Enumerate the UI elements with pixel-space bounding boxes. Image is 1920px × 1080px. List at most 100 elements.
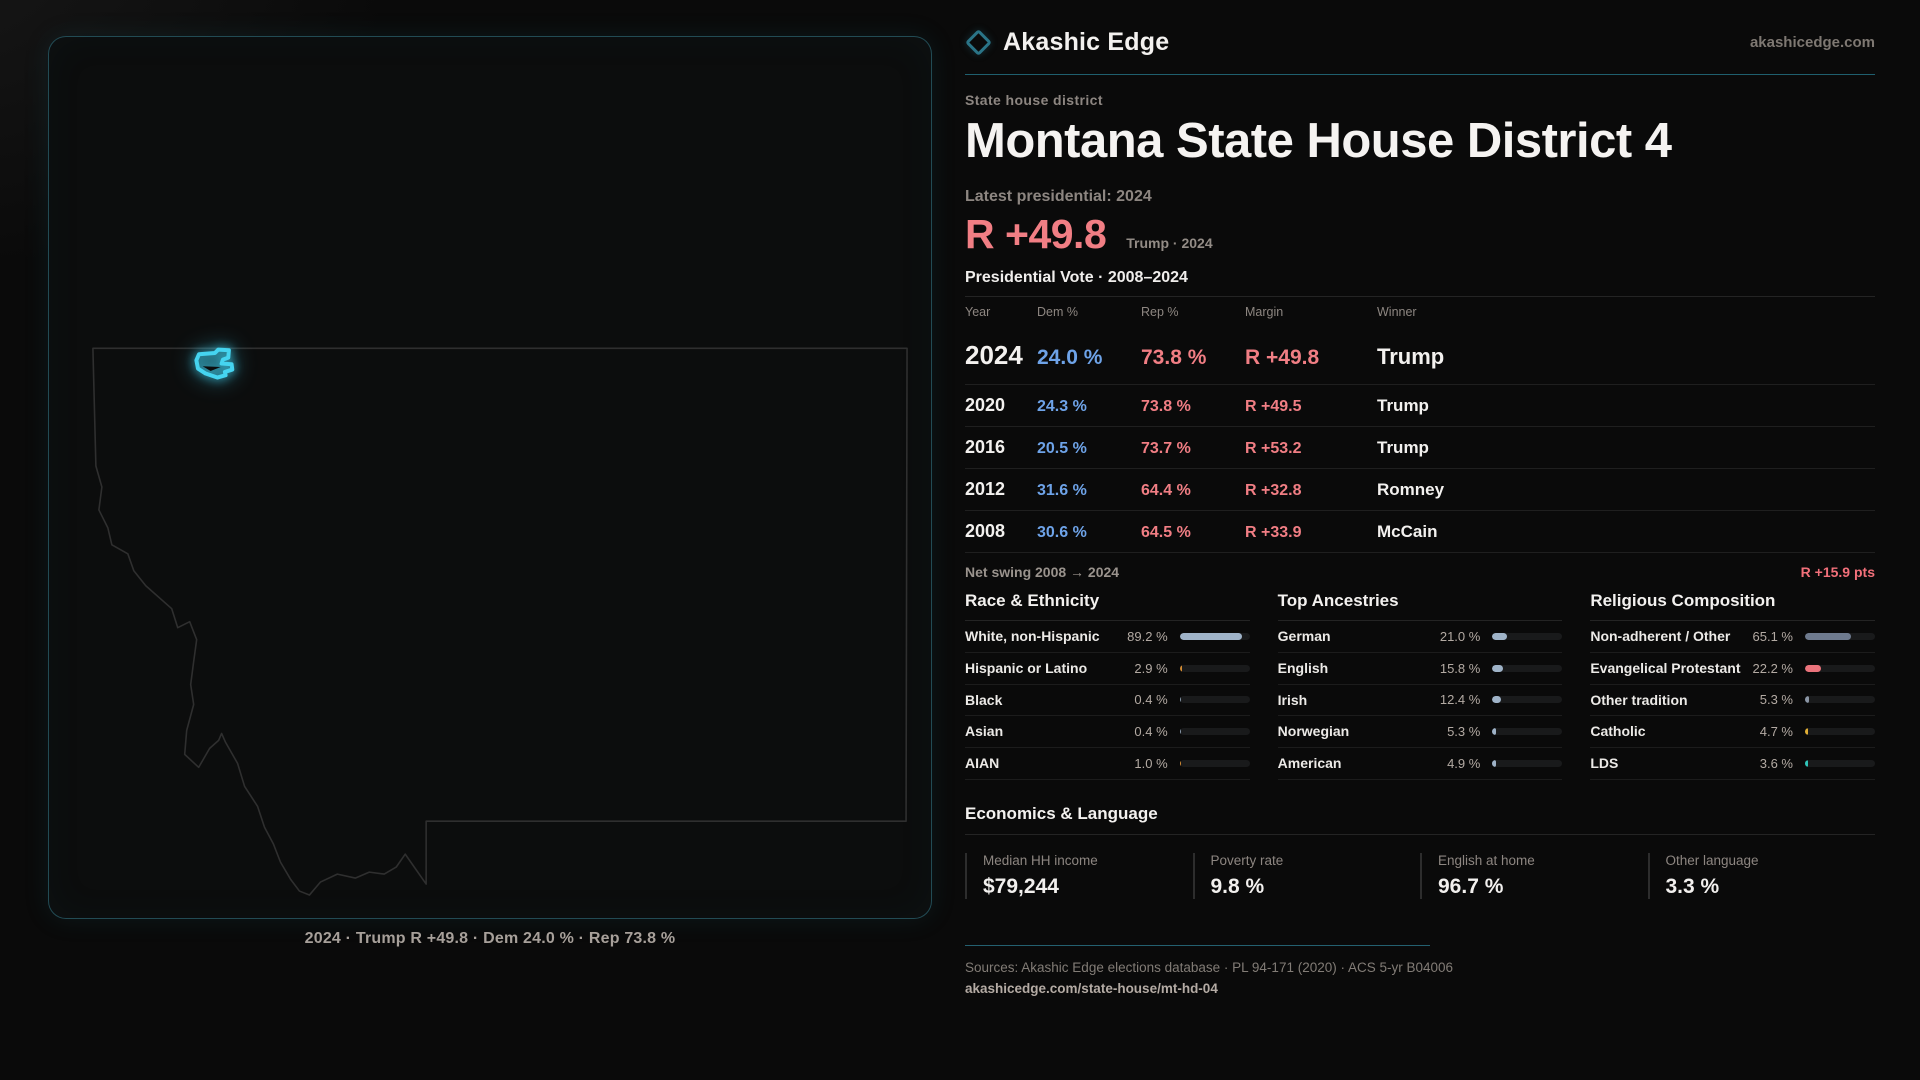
demo-value: 3.6 %	[1759, 756, 1793, 772]
demo-value: 0.4 %	[1134, 692, 1168, 708]
demo-label: American	[1277, 755, 1342, 772]
stat-value: 3.3 %	[1665, 874, 1720, 898]
bar-track	[1804, 632, 1875, 640]
bar-track	[1179, 728, 1250, 736]
stat-card: English at home 96.7 %	[1420, 852, 1648, 899]
cell-margin: R +53.2	[1245, 440, 1302, 457]
cell-rep: 73.8 %	[1141, 346, 1207, 369]
cell-winner: McCain	[1377, 522, 1438, 541]
bar-fill	[1804, 760, 1808, 768]
table-row-2008: 2008 30.6 % 64.5 % R +33.9 McCain	[965, 511, 1875, 553]
bar-fill	[1804, 696, 1809, 704]
section-title: Religious Composition	[1590, 591, 1875, 621]
bar-fill	[1804, 632, 1851, 640]
brand-domain-link[interactable]: akashicedge.com	[1749, 34, 1875, 51]
demo-label: English	[1277, 659, 1329, 676]
bar-fill	[1492, 760, 1496, 768]
bar-track	[1492, 696, 1563, 704]
cell-rep: 73.7 %	[1141, 440, 1191, 457]
bar-track	[1492, 728, 1563, 736]
bar-track	[1492, 664, 1563, 672]
district-highlight-shape	[194, 347, 235, 380]
demo-row: Evangelical Protestant 22.2 %	[1590, 653, 1875, 685]
demo-row: Irish 12.4 %	[1277, 685, 1563, 717]
sources-text: Sources: Akashic Edge elections database…	[965, 959, 1454, 975]
bar-track	[1179, 632, 1250, 640]
footer-divider	[965, 944, 1430, 946]
demo-label: Hispanic or Latino	[965, 659, 1088, 676]
kicker: State house district	[965, 92, 1103, 108]
bar-track	[1179, 760, 1250, 768]
latest-presidential-label: Latest presidential: 2024	[965, 188, 1152, 205]
cell-winner: Trump	[1377, 344, 1445, 369]
cell-winner: Romney	[1377, 480, 1445, 499]
cell-winner: Trump	[1377, 438, 1429, 457]
bar-fill	[1804, 664, 1821, 672]
latest-margin-detail: Trump · 2024	[1126, 235, 1213, 251]
cell-dem: 24.0 %	[1037, 346, 1103, 369]
demo-row: Norwegian 5.3 %	[1277, 716, 1563, 749]
section-title: Top Ancestries	[1277, 591, 1563, 621]
cell-dem: 31.6 %	[1037, 482, 1087, 499]
cell-margin: R +33.9	[1245, 524, 1302, 541]
bar-fill	[1179, 760, 1181, 768]
table-title: Presidential Vote · 2008–2024	[965, 269, 1188, 286]
bar-fill	[1492, 664, 1504, 672]
state-outline	[92, 347, 908, 896]
demo-label: German	[1277, 628, 1331, 644]
map-caption: 2024 · Trump R +49.8 · Dem 24.0 % · Rep …	[304, 930, 676, 947]
demo-value: 15.8 %	[1439, 660, 1481, 676]
cell-year: 2024	[965, 340, 1023, 370]
cell-margin: R +49.8	[1245, 346, 1320, 369]
brand: Akashic Edge	[965, 28, 1169, 57]
demo-value: 5.3 %	[1759, 692, 1793, 708]
demo-row: English 15.8 %	[1277, 653, 1563, 685]
table-row-2012: 2012 31.6 % 64.4 % R +32.8 Romney	[965, 469, 1875, 511]
net-swing-value: R +15.9 pts	[1800, 564, 1875, 580]
demographics-grid: Race & Ethnicity White, non-Hispanic 89.2…	[965, 591, 1875, 780]
stat-label: Median HH income	[983, 852, 1098, 868]
bar-fill	[1804, 728, 1809, 736]
cell-winner: Trump	[1377, 396, 1429, 415]
race-ethnicity-section: Race & Ethnicity White, non-Hispanic 89.2…	[965, 591, 1250, 780]
cell-year: 2008	[965, 521, 1006, 541]
stat-value: $79,244	[983, 874, 1059, 898]
cell-dem: 24.3 %	[1037, 398, 1087, 415]
demo-value: 0.4 %	[1134, 724, 1168, 740]
demo-label: White, non-Hispanic	[965, 628, 1100, 644]
demo-value: 4.7 %	[1759, 724, 1793, 740]
net-swing-label: Net swing 2008 → 2024	[965, 564, 1120, 580]
demo-row: LDS 3.6 %	[1590, 748, 1875, 780]
demo-value: 65.1 %	[1752, 628, 1793, 644]
demo-value: 89.2 %	[1127, 628, 1168, 644]
column-header-year: Year	[965, 305, 991, 319]
demo-label: Non-adherent / Other	[1590, 628, 1731, 644]
demo-label: Catholic	[1590, 723, 1646, 740]
stat-card: Median HH income $79,244	[965, 852, 1193, 899]
header: Akashic Edge akashicedge.com	[965, 28, 1875, 75]
table-header-row: Year Dem % Rep % Margin Winner	[965, 296, 1875, 327]
report-panel: Akashic Edge akashicedge.com State house…	[965, 28, 1875, 996]
demo-row: AIAN 1.0 %	[965, 748, 1250, 780]
cell-margin: R +49.5	[1245, 398, 1302, 415]
cell-rep: 64.5 %	[1141, 524, 1191, 541]
demo-label: Asian	[965, 723, 1004, 740]
permalink[interactable]: akashicedge.com/state-house/mt-hd-04	[965, 980, 1218, 996]
demo-row: White, non-Hispanic 89.2 %	[965, 621, 1250, 653]
column-header-dem-: Dem %	[1037, 305, 1078, 319]
demo-value: 5.3 %	[1447, 724, 1481, 740]
demo-label: AIAN	[965, 755, 1000, 772]
demo-label: LDS	[1590, 755, 1619, 772]
bar-track	[1492, 760, 1563, 768]
bar-fill	[1492, 728, 1497, 736]
bar-track	[1804, 760, 1875, 768]
demo-row: American 4.9 %	[1277, 748, 1563, 780]
bar-track	[1179, 696, 1250, 704]
stat-card: Poverty rate 9.8 %	[1192, 852, 1421, 899]
bar-fill	[1492, 696, 1501, 704]
demo-row: Catholic 4.7 %	[1590, 716, 1875, 749]
bar-fill	[1179, 664, 1182, 672]
demo-value: 21.0 %	[1439, 628, 1481, 644]
bar-track	[1179, 664, 1250, 672]
stat-value: 9.8 %	[1210, 874, 1265, 898]
